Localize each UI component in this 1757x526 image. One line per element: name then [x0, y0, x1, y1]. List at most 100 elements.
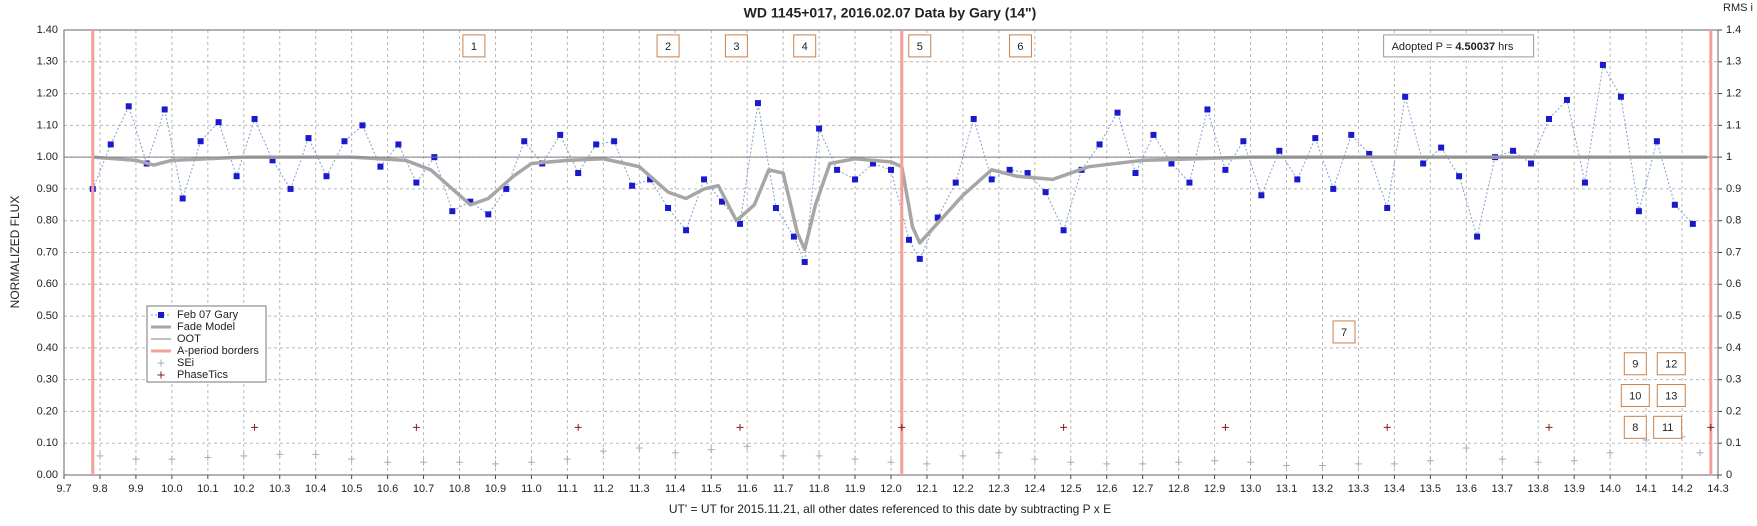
plus-point [779, 452, 787, 460]
annotation-label: 4 [802, 41, 808, 53]
plus-point [132, 455, 140, 463]
period-note-suffix: hrs [1495, 41, 1514, 53]
data-point [665, 205, 672, 211]
annotation-box [1623, 415, 1647, 439]
y-tick-label: 0.20 [37, 405, 58, 417]
y2-tick-label: 0.8 [1726, 215, 1741, 227]
plus-point [348, 455, 356, 463]
data-point [341, 138, 348, 145]
data-point [834, 166, 841, 173]
y2-tick-label: 0 [1726, 469, 1732, 481]
plus-point [743, 442, 751, 450]
data-point [521, 138, 528, 145]
data-point [1168, 160, 1175, 167]
data-point [1312, 135, 1319, 142]
annotation-box [656, 34, 680, 58]
plus-point [412, 423, 420, 431]
data-point [1276, 147, 1283, 154]
x-tick-label: 12.4 [1024, 483, 1045, 495]
data-point [1635, 208, 1642, 215]
y2-axis-label: RMS i [1723, 2, 1753, 14]
plus-point [851, 455, 859, 463]
x-tick-label: 12.0 [880, 483, 901, 495]
x-tick-label: 11.0 [521, 483, 542, 495]
x-tick-label: 11.3 [629, 483, 650, 495]
data-point [1420, 160, 1427, 167]
data-point [413, 179, 420, 186]
data-point [1024, 170, 1031, 177]
plus-point [1283, 461, 1291, 469]
annotation-label: 7 [1341, 327, 1347, 339]
legend-label: PhaseTics [177, 369, 228, 381]
data-point [287, 185, 294, 192]
y-tick-label: 0.30 [37, 374, 58, 386]
y-tick-label: 1.20 [37, 87, 58, 99]
x-tick-label: 11.8 [809, 483, 830, 495]
plus-point [1606, 449, 1614, 457]
plus-point [599, 447, 607, 455]
x-tick-label: 13.6 [1456, 483, 1477, 495]
data-point [1689, 220, 1696, 227]
legend-swatch [157, 359, 165, 367]
data-point [233, 173, 240, 180]
x-tick-label: 11.5 [701, 483, 722, 495]
data-point [593, 141, 600, 148]
y-tick-label: 0.40 [37, 342, 58, 354]
legend-box [146, 305, 267, 383]
x-tick-label: 12.9 [1204, 483, 1225, 495]
annotation-box [1656, 384, 1686, 408]
x-tick-label: 10.5 [341, 483, 362, 495]
data-point [888, 166, 894, 173]
plus-point [1103, 460, 1111, 468]
plus-point [959, 452, 967, 460]
chart-title: WD 1145+017, 2016.02.07 Data by Gary (14… [744, 5, 1037, 21]
data-point [801, 259, 808, 266]
y2-tick-label: 0.5 [1726, 310, 1741, 322]
x-tick-label: 13.2 [1312, 483, 1333, 495]
data-point [683, 227, 690, 234]
plus-point [251, 423, 259, 431]
data-point [1258, 192, 1265, 199]
x-tick-label: 13.1 [1276, 483, 1297, 495]
annotation-box [1623, 352, 1647, 376]
plus-point [1390, 460, 1398, 468]
x-tick-label: 14.2 [1671, 483, 1692, 495]
data-point [916, 255, 923, 262]
plus-point [1707, 423, 1715, 431]
x-tick-label: 12.1 [916, 483, 937, 495]
data-point [1456, 173, 1463, 180]
plus-point [574, 423, 582, 431]
annotation-label: 9 [1632, 359, 1638, 371]
x-tick-label: 11.9 [845, 483, 866, 495]
x-tick-label: 13.7 [1492, 483, 1513, 495]
data-point [719, 198, 726, 205]
annotation-box [1008, 34, 1032, 58]
data-point [1150, 131, 1157, 138]
data-point [1528, 160, 1535, 167]
plus-point [635, 444, 643, 452]
annotation-box [908, 34, 932, 58]
y-tick-label: 0.60 [37, 278, 58, 290]
data-point [1096, 141, 1103, 148]
x-tick-label: 12.8 [1168, 483, 1189, 495]
data-point [790, 233, 797, 240]
y2-tick-label: 1 [1726, 151, 1732, 163]
plus-point [1221, 423, 1229, 431]
data-point [1330, 185, 1337, 192]
x-tick-label: 12.2 [952, 483, 973, 495]
annotation-box [462, 34, 486, 58]
data-point [1510, 147, 1517, 154]
y-tick-label: 0.00 [37, 469, 58, 481]
data-point [503, 185, 510, 192]
y-tick-label: 0.70 [37, 246, 58, 258]
data-point [701, 176, 708, 183]
data-point [611, 138, 618, 145]
y2-tick-label: 0.9 [1726, 183, 1741, 195]
plus-point [1211, 457, 1219, 465]
plus-point [1383, 423, 1391, 431]
annotation-label: 13 [1665, 390, 1677, 402]
x-tick-label: 10.4 [305, 483, 326, 495]
y-tick-label: 0.90 [37, 183, 58, 195]
data-point [772, 205, 779, 211]
